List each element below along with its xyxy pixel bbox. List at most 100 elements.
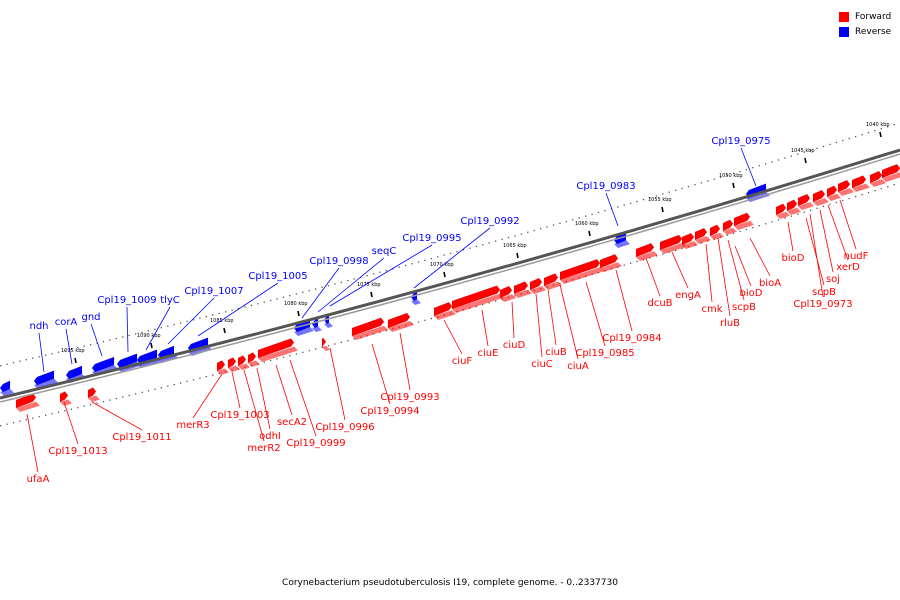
reverse-gene[interactable]	[33, 370, 58, 389]
forward-gene[interactable]	[786, 199, 801, 215]
gene-label-cpl19-1007[interactable]: Cpl19_1007	[167, 286, 244, 345]
gene-label-merr2[interactable]: merR2	[243, 369, 281, 454]
gene-label-cpl19-0975[interactable]: Cpl19_0975	[711, 136, 771, 187]
scale-dot	[829, 143, 831, 146]
gene-label-cpl19-0984[interactable]: Cpl19_0984	[602, 269, 662, 344]
forward-gene[interactable]	[722, 219, 737, 235]
forward-gene[interactable]	[321, 337, 330, 351]
gene-label-cora[interactable]: corA	[55, 317, 78, 365]
scale-dot	[437, 256, 439, 258]
gene-label-cpl19-0992[interactable]: Cpl19_0992	[413, 216, 520, 289]
gene-label-cpl19-0995[interactable]: Cpl19_0995	[329, 233, 462, 307]
gene-label-cpl19-1005[interactable]: Cpl19_1005	[197, 271, 308, 337]
forward-gene[interactable]	[812, 189, 829, 206]
gene-label-ciua[interactable]: ciuA	[559, 284, 589, 372]
forward-gene[interactable]	[709, 224, 724, 240]
gene-label-tlyc[interactable]: tlyC	[145, 295, 180, 351]
lower-dot	[96, 402, 98, 404]
forward-gene[interactable]	[635, 242, 658, 261]
gene-label-cpl19-0996[interactable]: Cpl19_0996	[315, 347, 375, 433]
forward-gene[interactable]	[881, 163, 900, 182]
forward-gene[interactable]	[257, 338, 298, 362]
gene-label-seqc[interactable]: seqC	[317, 246, 396, 313]
gene-label-seca2[interactable]: secA2	[275, 364, 307, 428]
gene-label-cpl19-0999[interactable]: Cpl19_0999	[286, 359, 346, 449]
forward-gene[interactable]	[247, 352, 260, 367]
scale-dot	[302, 291, 304, 293]
gene-label-ciub[interactable]: ciuB	[545, 289, 567, 358]
gene-label-odhi[interactable]: odhI	[256, 367, 281, 442]
gene-label-biod[interactable]: bioD	[782, 221, 805, 264]
forward-gene[interactable]	[387, 312, 414, 332]
gene-label-ufaa[interactable]: ufaA	[27, 413, 50, 485]
gene-label-bioa[interactable]: bioA	[749, 237, 781, 289]
gene-label-enga[interactable]: engA	[671, 251, 701, 301]
scale-dot	[777, 159, 780, 161]
reverse-gene[interactable]	[0, 380, 14, 396]
scale-dot	[514, 235, 516, 237]
gene-label-cpl19-0994[interactable]: Cpl19_0994	[360, 343, 420, 417]
gene-label-ciuf[interactable]: ciuF	[443, 319, 472, 367]
forward-gene[interactable]	[775, 203, 790, 219]
forward-gene[interactable]	[543, 273, 562, 290]
scale-dot	[880, 127, 883, 130]
gene-label-cpl19-0985[interactable]: Cpl19_0985	[575, 281, 635, 359]
forward-gene[interactable]	[659, 234, 686, 254]
scale-dot	[430, 257, 433, 260]
forward-gene[interactable]	[599, 253, 622, 272]
forward-gene[interactable]	[237, 355, 250, 370]
forward-gene[interactable]	[559, 258, 604, 284]
gene-label-nudf[interactable]: nudF	[839, 199, 869, 262]
forward-gene[interactable]	[451, 285, 504, 313]
gene-label-soj[interactable]: soj	[819, 209, 840, 285]
forward-gene[interactable]	[529, 277, 546, 294]
gene-label-dcub[interactable]: dcuB	[645, 257, 673, 309]
forward-gene[interactable]	[499, 285, 516, 302]
forward-gene[interactable]	[826, 185, 841, 201]
lower-dot	[559, 282, 561, 284]
gene-label-cpl19-0983[interactable]: Cpl19_0983	[576, 181, 636, 227]
gene-label-scpb[interactable]: scpB	[727, 239, 756, 313]
gene-label-cpl19-1003[interactable]: Cpl19_1003	[210, 371, 270, 421]
gene-label-rlub[interactable]: rluB	[717, 237, 740, 329]
gene-label-gnd[interactable]: gnd	[81, 312, 103, 357]
forward-gene[interactable]	[837, 179, 854, 196]
forward-gene[interactable]	[869, 170, 886, 187]
forward-gene[interactable]	[733, 212, 754, 230]
gene-label-scpb[interactable]: scpB	[805, 217, 836, 298]
forward-gene[interactable]	[216, 360, 229, 375]
gene-label-xerd[interactable]: xerD	[827, 204, 860, 273]
forward-gene[interactable]	[851, 175, 870, 192]
gene-block-face	[237, 355, 247, 367]
scale-dot	[591, 213, 593, 215]
forward-gene[interactable]	[59, 391, 72, 406]
forward-gene[interactable]	[227, 357, 240, 372]
gene-label-cpl19-0998[interactable]: Cpl19_0998	[301, 256, 369, 319]
forward-gene[interactable]	[513, 281, 532, 298]
forward-gene[interactable]	[15, 393, 40, 412]
gene-label-merr3[interactable]: merR3	[176, 373, 223, 431]
forward-gene[interactable]	[694, 227, 711, 244]
forward-gene[interactable]	[351, 317, 388, 340]
forward-gene[interactable]	[433, 301, 456, 320]
gene-label-cpl19-0993[interactable]: Cpl19_0993	[380, 332, 440, 403]
lower-dot	[135, 393, 137, 395]
gene-label-cpl19-0973[interactable]: Cpl19_0973	[793, 213, 853, 310]
gene-label-ciuc[interactable]: ciuC	[531, 293, 553, 370]
lower-dot	[173, 383, 175, 386]
gene-block-face	[59, 391, 69, 403]
leader-line	[126, 306, 129, 353]
gene-label-cpl19-1013[interactable]: Cpl19_1013	[48, 401, 108, 457]
gene-label-cpl19-1011[interactable]: Cpl19_1011	[91, 401, 172, 443]
gene-label-biod[interactable]: bioD	[734, 245, 763, 299]
gene-label-ciue[interactable]: ciuE	[478, 309, 499, 359]
gene-label-cmk[interactable]: cmk	[701, 243, 723, 315]
gene-label-ciud[interactable]: ciuD	[503, 301, 526, 351]
scale-dot	[237, 307, 240, 310]
gene-label-cpl19-1009[interactable]: Cpl19_1009	[97, 295, 157, 353]
forward-gene[interactable]	[797, 193, 814, 210]
legend-forward[interactable]: Forward	[839, 9, 891, 24]
legend-reverse[interactable]: Reverse	[839, 24, 891, 39]
forward-gene[interactable]	[87, 387, 100, 402]
gene-label-ndh[interactable]: ndh	[29, 321, 49, 373]
